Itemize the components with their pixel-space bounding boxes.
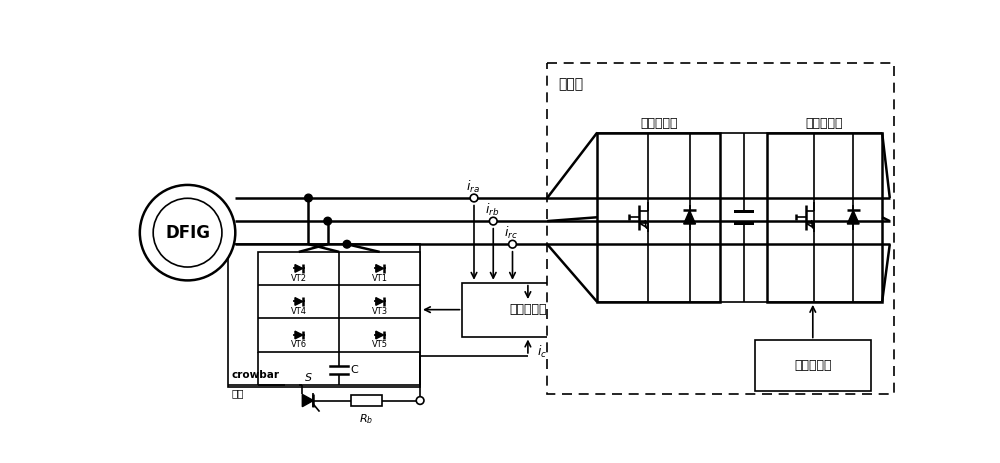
Text: VT5: VT5 xyxy=(372,340,388,350)
Text: S: S xyxy=(305,373,312,383)
Text: 机侧变流器: 机侧变流器 xyxy=(640,117,678,130)
Text: $i_c$: $i_c$ xyxy=(537,344,547,360)
Bar xyxy=(228,244,420,387)
Circle shape xyxy=(489,217,497,225)
Text: $R_b$: $R_b$ xyxy=(359,412,373,426)
Text: 网侧控制器: 网侧控制器 xyxy=(794,359,832,372)
Bar xyxy=(547,63,894,394)
Text: VT4: VT4 xyxy=(291,307,307,316)
Polygon shape xyxy=(684,211,696,224)
Polygon shape xyxy=(295,264,303,272)
Circle shape xyxy=(470,194,478,202)
Bar xyxy=(462,283,593,337)
Text: DFIG: DFIG xyxy=(165,224,210,242)
Polygon shape xyxy=(376,264,384,272)
Circle shape xyxy=(324,217,332,225)
Circle shape xyxy=(153,198,222,267)
Bar xyxy=(755,340,871,390)
Text: crowbar: crowbar xyxy=(231,370,279,381)
Polygon shape xyxy=(302,394,313,407)
Text: VT1: VT1 xyxy=(372,274,388,283)
Text: VT6: VT6 xyxy=(291,340,307,350)
Bar xyxy=(597,132,720,302)
Bar xyxy=(767,132,882,302)
Circle shape xyxy=(140,185,235,281)
Polygon shape xyxy=(847,211,859,224)
Text: 网侧变流器: 网侧变流器 xyxy=(806,117,843,130)
Text: $i_{rc}$: $i_{rc}$ xyxy=(504,225,518,242)
Circle shape xyxy=(416,397,424,404)
Text: C: C xyxy=(351,365,359,375)
Polygon shape xyxy=(295,331,303,339)
Text: 机侧控制器: 机侧控制器 xyxy=(509,303,547,316)
Polygon shape xyxy=(376,331,384,339)
Text: 电路: 电路 xyxy=(231,388,244,398)
Circle shape xyxy=(343,240,351,248)
Text: VT2: VT2 xyxy=(291,274,307,283)
Polygon shape xyxy=(376,298,384,305)
Text: $i_{ra}$: $i_{ra}$ xyxy=(466,179,479,195)
Text: VT3: VT3 xyxy=(372,307,388,316)
Bar xyxy=(258,252,420,352)
Bar xyxy=(351,395,382,407)
Polygon shape xyxy=(295,298,303,305)
Text: 变流器: 变流器 xyxy=(559,77,584,91)
Text: $i_{rb}$: $i_{rb}$ xyxy=(485,202,499,219)
Circle shape xyxy=(509,240,516,248)
Circle shape xyxy=(305,194,312,202)
